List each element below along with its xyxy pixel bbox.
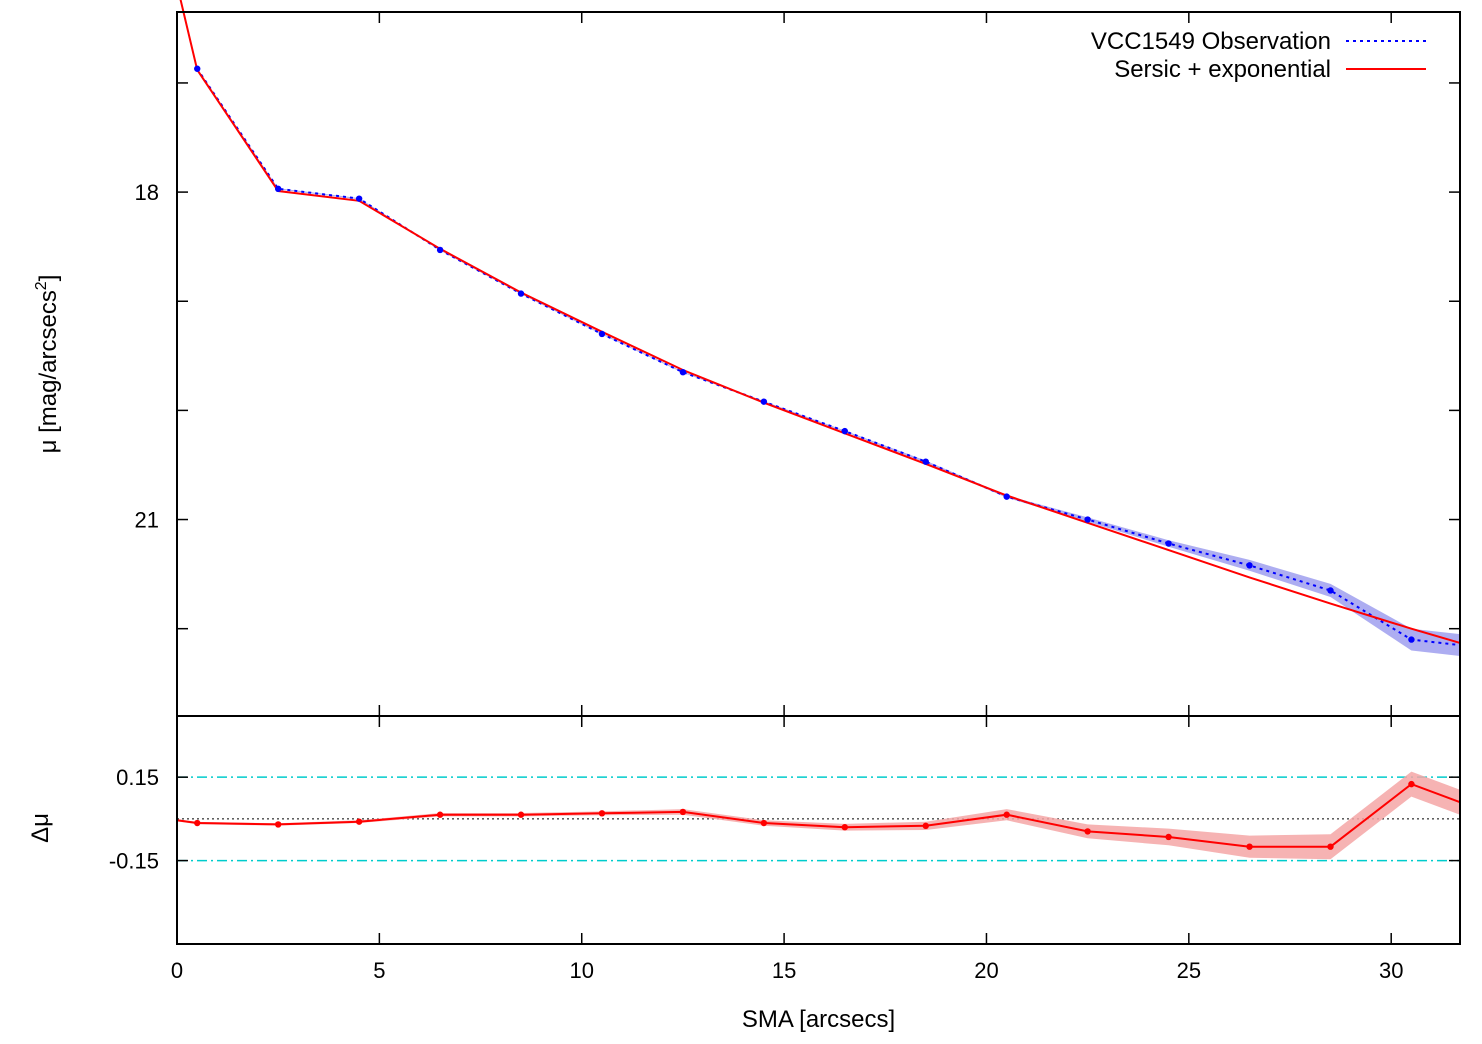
residual-point	[517, 811, 525, 818]
residual-point	[1003, 811, 1010, 818]
observation-point	[841, 427, 849, 435]
observation-point	[1084, 516, 1091, 523]
residual-point	[841, 824, 849, 831]
sersic-exponential-line	[179, 0, 1461, 644]
observation-point	[355, 195, 363, 202]
residual-point	[1327, 843, 1334, 850]
observation-point	[598, 330, 606, 338]
observation-point	[679, 368, 687, 376]
observation-error-band	[197, 68, 1461, 656]
y-tick-label: 0.15	[116, 765, 159, 790]
x-axis-label: SMA [arcsecs]	[742, 1006, 895, 1033]
legend-label: VCC1549 Observation	[1091, 28, 1331, 55]
residual-error-band	[177, 771, 1460, 860]
observation-point	[194, 65, 201, 72]
residual-panel: 0.15 -0.15 0 5 10 15 20 25 30	[109, 715, 1461, 983]
observation-point	[1003, 493, 1010, 500]
observation-line	[196, 68, 1461, 647]
legend-label: Sersic + exponential	[1114, 56, 1331, 83]
residual-point	[355, 818, 363, 825]
residual-point	[922, 822, 929, 830]
residual-point	[194, 819, 201, 827]
residual-point	[1084, 828, 1091, 835]
x-tick-label: 15	[772, 958, 796, 983]
observation-point	[1246, 562, 1253, 569]
residual-point	[436, 811, 444, 818]
residual-point	[760, 819, 768, 827]
observation-point	[517, 290, 525, 297]
x-tick-label: 10	[569, 958, 593, 983]
profile-frame	[176, 11, 1461, 717]
x-tick-label: 20	[974, 958, 998, 983]
residual-point	[598, 810, 606, 817]
y-axis-label-text: μ [mag/arcsecs	[35, 290, 62, 453]
observation-point	[1165, 540, 1172, 547]
residual-line	[176, 782, 1461, 848]
residual-point	[1165, 833, 1172, 841]
x-tick-label: 0	[171, 958, 183, 983]
y-tick-label: -0.15	[109, 849, 159, 874]
y-tick-label: 18	[135, 180, 159, 205]
observation-point	[1408, 636, 1415, 643]
y-axis-label-superscript: 2	[33, 281, 50, 290]
axis-labels: SMA [arcsecs] μ [mag/arcsecs2] Δμ	[27, 275, 895, 1033]
y-tick-label: 21	[135, 508, 159, 533]
residual-frame	[176, 715, 1461, 945]
residual-point	[679, 808, 687, 816]
residual-point	[1246, 843, 1253, 850]
y-axis-label-profile: μ [mag/arcsecs2]	[33, 275, 62, 454]
y-axis-label-residual: Δμ	[27, 813, 54, 843]
residual-point	[274, 821, 282, 828]
observation-point	[1327, 587, 1334, 594]
x-tick-label: 30	[1379, 958, 1403, 983]
x-tick-label: 5	[373, 958, 385, 983]
residual-point	[1408, 780, 1415, 788]
observation-point	[922, 458, 929, 465]
observation-point	[436, 246, 444, 254]
x-tick-label: 25	[1177, 958, 1201, 983]
y-axis-label-close: ]	[35, 275, 62, 282]
observation-point	[274, 185, 282, 193]
observation-point	[760, 398, 768, 405]
